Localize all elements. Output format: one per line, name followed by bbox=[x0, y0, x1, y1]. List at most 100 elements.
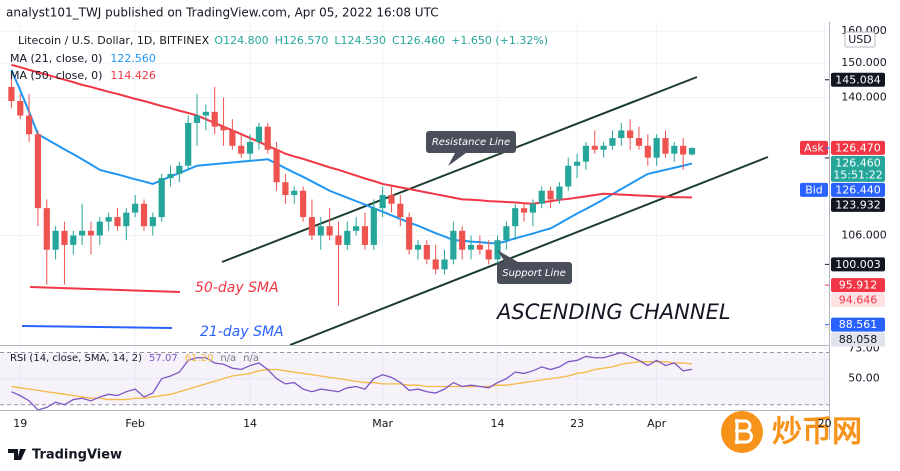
sma50-key-line bbox=[29, 286, 181, 293]
price-tag-label: 126.460 bbox=[835, 156, 881, 169]
price-tag-label: 126.440 bbox=[835, 183, 881, 196]
legend-item: H126.570 bbox=[275, 34, 329, 47]
price-tag bbox=[831, 140, 885, 155]
rsi-tick-label: 50.00 bbox=[848, 372, 880, 385]
support-label: Support Line bbox=[502, 268, 566, 279]
x-tick-label: 14 bbox=[243, 417, 257, 430]
resistance-trendline bbox=[221, 76, 698, 263]
candle-body bbox=[441, 259, 448, 270]
legend-item: MA (21, close, 0) bbox=[10, 52, 102, 65]
y-tick-label: 150.000 bbox=[841, 56, 887, 69]
candle-body bbox=[105, 217, 112, 222]
candle-body bbox=[273, 149, 280, 183]
candle-body bbox=[52, 230, 59, 250]
candle-body bbox=[467, 244, 475, 250]
candle-body bbox=[529, 203, 536, 213]
ma-line bbox=[10, 69, 693, 245]
candle-body bbox=[238, 145, 245, 154]
candle-body bbox=[167, 173, 174, 179]
candle-body bbox=[450, 230, 457, 260]
footer-logo bbox=[8, 449, 26, 460]
price-tag-countdown: 15:51:22 bbox=[833, 168, 882, 181]
candle-body bbox=[202, 111, 209, 116]
candle-body bbox=[26, 115, 33, 135]
watermark-text: 炒币网 bbox=[772, 415, 862, 450]
x-tick-label: 14 bbox=[491, 417, 505, 430]
candle-body bbox=[8, 86, 15, 102]
candle-body bbox=[158, 178, 165, 218]
candle-body bbox=[653, 138, 660, 158]
candle-body bbox=[326, 226, 333, 236]
price-tag bbox=[831, 317, 885, 332]
legend-item: n/a bbox=[220, 353, 236, 364]
candle-body bbox=[476, 244, 483, 250]
legend-item: 61.20 bbox=[185, 353, 214, 364]
candle-body bbox=[503, 226, 510, 241]
price-tag-label: 145.084 bbox=[835, 73, 881, 86]
candle-body bbox=[556, 186, 563, 200]
price-tag-label: 126.470 bbox=[835, 141, 881, 154]
channel-label: ASCENDING CHANNEL bbox=[495, 300, 731, 324]
candle-body bbox=[70, 235, 77, 245]
x-tick-label: 23 bbox=[570, 417, 584, 430]
candle-body bbox=[644, 145, 651, 158]
support-trendline bbox=[289, 156, 769, 345]
legend-row: Litecoin / U.S. Dollar, 1D, BITFINEX O124… bbox=[18, 34, 548, 47]
candle-body bbox=[600, 145, 607, 150]
candle-body bbox=[176, 165, 183, 174]
candle-body bbox=[185, 122, 192, 166]
candle-body bbox=[43, 208, 50, 250]
x-tick-label: 20 bbox=[818, 417, 832, 430]
legend-item: Litecoin / U.S. Dollar, 1D, BITFINEX bbox=[18, 34, 210, 47]
candle-body bbox=[635, 138, 643, 146]
ma-line bbox=[11, 63, 693, 205]
legend-item: n/a bbox=[243, 353, 259, 364]
legend-item: O124.800 bbox=[214, 34, 268, 47]
candle-body bbox=[149, 217, 156, 227]
candle-body bbox=[317, 226, 324, 236]
legend-item: 114.426 bbox=[110, 69, 156, 82]
candle-body bbox=[300, 190, 307, 218]
main-pane bbox=[8, 63, 769, 345]
legend-item: C126.460 bbox=[392, 34, 445, 47]
candle-body bbox=[282, 182, 289, 196]
candle-body bbox=[671, 145, 678, 154]
candle-body bbox=[132, 203, 139, 213]
candle-body bbox=[423, 244, 430, 260]
x-tick-label: Feb bbox=[125, 417, 144, 430]
candle-body bbox=[344, 230, 351, 245]
candle-body bbox=[406, 217, 413, 250]
legend-item: L124.530 bbox=[334, 34, 386, 47]
x-tick-label: 19 bbox=[13, 417, 27, 430]
legend-row: RSI (14, close, SMA, 14, 2) 57.07 61.20 n/a… bbox=[10, 353, 259, 364]
price-tag-name-box bbox=[800, 140, 828, 155]
rsi-line bbox=[11, 351, 693, 410]
legend-item: 122.560 bbox=[110, 52, 156, 65]
price-tag bbox=[831, 257, 885, 272]
candle-body bbox=[538, 190, 545, 204]
price-tag-name: Ask bbox=[804, 141, 824, 154]
legend-item: +1.650 (+1.32%) bbox=[451, 34, 548, 47]
candle-body bbox=[627, 130, 634, 139]
price-tag bbox=[831, 197, 885, 212]
support-pointer bbox=[497, 250, 518, 262]
candle-body bbox=[17, 101, 24, 116]
price-tag-name: Bid bbox=[805, 183, 823, 196]
price-tag-label: 94.646 bbox=[839, 294, 878, 307]
candle-body bbox=[591, 145, 598, 150]
candle-body bbox=[193, 115, 201, 123]
rsi-band bbox=[0, 352, 829, 405]
candle-body bbox=[485, 249, 492, 260]
price-tag-label: 100.003 bbox=[835, 258, 881, 271]
candle-body bbox=[512, 208, 519, 227]
candle-body bbox=[582, 145, 590, 162]
price-tag-name-box bbox=[800, 182, 828, 197]
candle-body bbox=[361, 226, 369, 245]
price-tag bbox=[831, 278, 885, 293]
candle-body bbox=[609, 138, 616, 146]
candle-body bbox=[459, 230, 466, 250]
y-tick-label: 106.000 bbox=[841, 228, 887, 241]
footer: TradingView bbox=[8, 448, 122, 463]
candle-body bbox=[494, 240, 501, 260]
